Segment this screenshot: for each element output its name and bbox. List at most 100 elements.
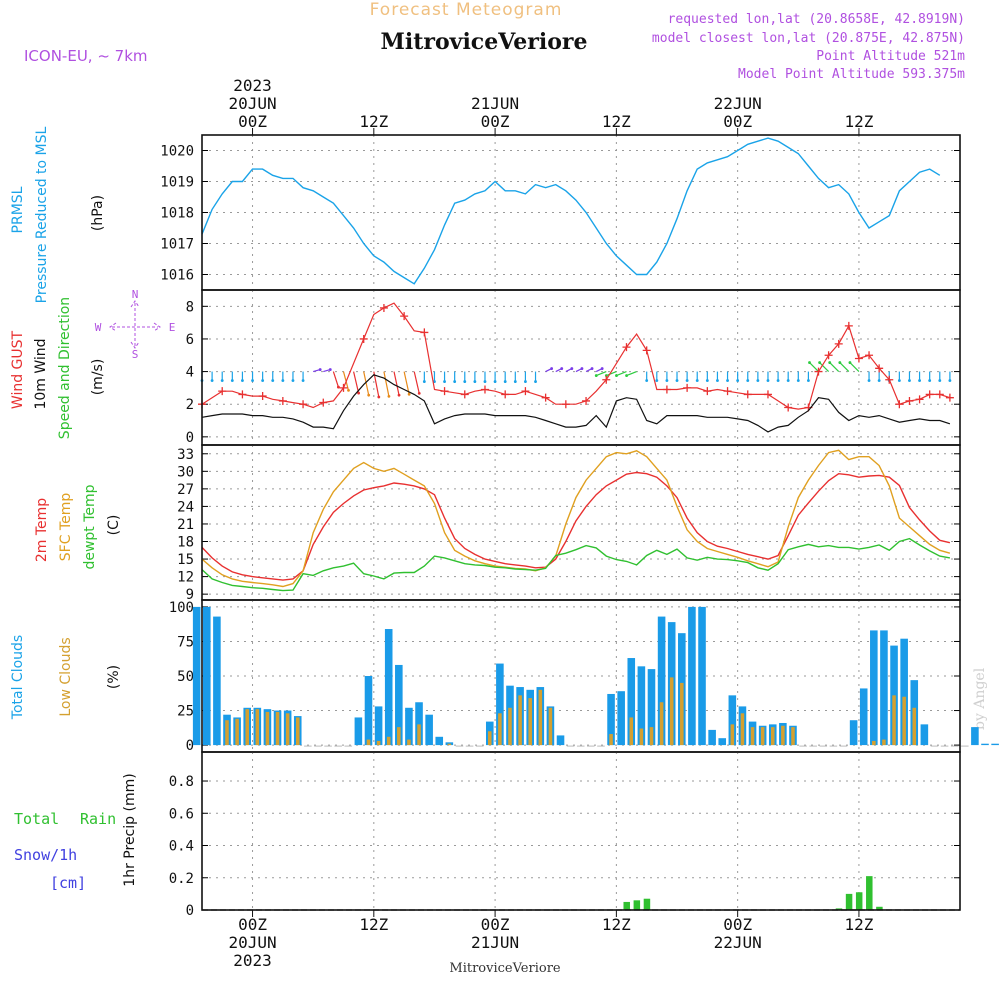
compass-rose: N S W E <box>95 288 176 361</box>
panel-frame <box>201 289 961 446</box>
wind-arrow <box>596 371 607 377</box>
y-tick-label: 0 <box>186 903 194 919</box>
y-tick-label: 0.2 <box>169 871 194 887</box>
bar-precip <box>845 893 853 910</box>
time-label: 2023 <box>233 76 272 95</box>
wind-arrow-head <box>877 379 881 382</box>
series-10m-wind <box>201 374 951 433</box>
wind-arrow-head <box>776 379 780 382</box>
y-tick-label: 1018 <box>160 206 194 222</box>
bar-low-clouds <box>740 713 745 746</box>
bar-precip <box>866 876 873 910</box>
gust-marker <box>945 393 954 402</box>
wind-arrow-head <box>483 380 487 383</box>
total-label: Total <box>14 810 59 828</box>
bar-low-clouds <box>275 711 280 746</box>
bar-total-clouds <box>496 663 504 746</box>
wind-arrow-head <box>695 379 699 382</box>
bar-total-clouds <box>991 743 999 746</box>
wind-arrow-head <box>594 374 598 377</box>
bar-total-clouds <box>708 729 716 746</box>
y-tick-label: 24 <box>177 499 194 515</box>
gust-marker <box>521 387 530 396</box>
bar-low-clouds <box>285 713 290 746</box>
bar-total-clouds <box>556 735 565 746</box>
panel-pressure: 1016 1017 1018 1019 1020 <box>160 134 961 291</box>
wind-arrow-head <box>756 379 760 382</box>
bar-total-clouds <box>192 606 201 746</box>
time-label: 22JUN <box>714 94 762 113</box>
wind-arrow-head <box>590 367 594 370</box>
bar-precip <box>643 898 651 910</box>
wind-arrow-head <box>524 380 527 383</box>
bar-low-clouds <box>872 740 876 746</box>
wind-arrow-head <box>665 379 669 382</box>
wind-arrow <box>606 371 617 377</box>
bar-total-clouds <box>859 688 868 746</box>
bar-total-clouds <box>688 606 696 746</box>
bar-total-clouds <box>617 691 625 746</box>
wind-arrow <box>626 371 637 377</box>
bar-low-clouds <box>488 731 492 746</box>
compass-n: N <box>132 288 139 301</box>
time-label: 2023 <box>233 951 272 970</box>
gust-marker <box>561 400 570 409</box>
wind-arrow-head <box>615 374 618 377</box>
gust-label: Wind GUST <box>10 330 26 409</box>
wind-arrow <box>332 371 339 388</box>
bar-low-clouds <box>629 717 634 746</box>
gust-marker <box>541 393 550 402</box>
plot-layer: 1016101710181019102002468912151821242730… <box>160 76 999 970</box>
product-title: Forecast Meteogram <box>370 0 563 20</box>
wind-arrow-head <box>241 379 244 382</box>
bar-low-clouds <box>760 727 765 746</box>
closest-coords: model closest lon,lat (20.875E, 42.875N) <box>652 31 965 46</box>
bar-total-clouds <box>405 707 413 746</box>
compass-w: W <box>95 321 102 334</box>
wind-arrow-head <box>645 379 649 382</box>
y-tick-label: 0.4 <box>169 839 194 855</box>
wind-arrow-head <box>948 379 952 382</box>
series-2m-temp <box>201 471 951 581</box>
bar-total-clouds <box>435 736 444 746</box>
wind-arrow-head <box>503 380 507 383</box>
bar-total-clouds <box>870 630 878 746</box>
snow-label: Snow/1h <box>14 846 77 864</box>
wind-arrow-head <box>251 379 254 382</box>
wind-arrow-head <box>261 379 265 382</box>
y-tick-label: 0.6 <box>169 806 194 822</box>
time-label: 12Z <box>602 112 631 131</box>
location-title: MitroviceVeriore <box>381 29 588 55</box>
y-tick-label: 12 <box>177 570 194 586</box>
wind-arrow-head <box>220 379 224 382</box>
wind-arrow-head <box>453 380 457 383</box>
cloud-labels: Total Clouds Low Clouds (%) <box>10 635 122 720</box>
c-label: (C) <box>106 515 122 536</box>
bar-total-clouds <box>203 606 211 746</box>
wind-arrow <box>403 371 410 395</box>
time-label: 00Z <box>481 112 510 131</box>
bar-total-clouds <box>374 706 383 746</box>
time-label: 21JUN <box>471 94 519 113</box>
bar-total-clouds <box>880 630 888 746</box>
bar-low-clouds <box>376 740 381 746</box>
gust-marker <box>218 387 227 396</box>
wind-arrow-head <box>328 368 332 371</box>
bar-low-clouds <box>528 698 532 746</box>
bar-total-clouds <box>364 676 373 746</box>
bar-low-clouds <box>245 709 249 746</box>
bar-low-clouds <box>295 717 300 746</box>
wind-arrow-head <box>928 379 932 382</box>
gust-marker <box>723 387 732 396</box>
bar-low-clouds <box>225 720 229 746</box>
y-tick-label: 100 <box>169 600 194 616</box>
bar-total-clouds <box>415 702 423 746</box>
wind-arrow-head <box>417 391 421 395</box>
gust-marker <box>602 375 611 384</box>
wind-arrow <box>383 371 390 397</box>
bar-low-clouds <box>912 707 917 746</box>
bar-low-clouds <box>386 736 391 746</box>
credit: by Angel <box>972 667 988 730</box>
wind-arrow <box>616 371 627 377</box>
